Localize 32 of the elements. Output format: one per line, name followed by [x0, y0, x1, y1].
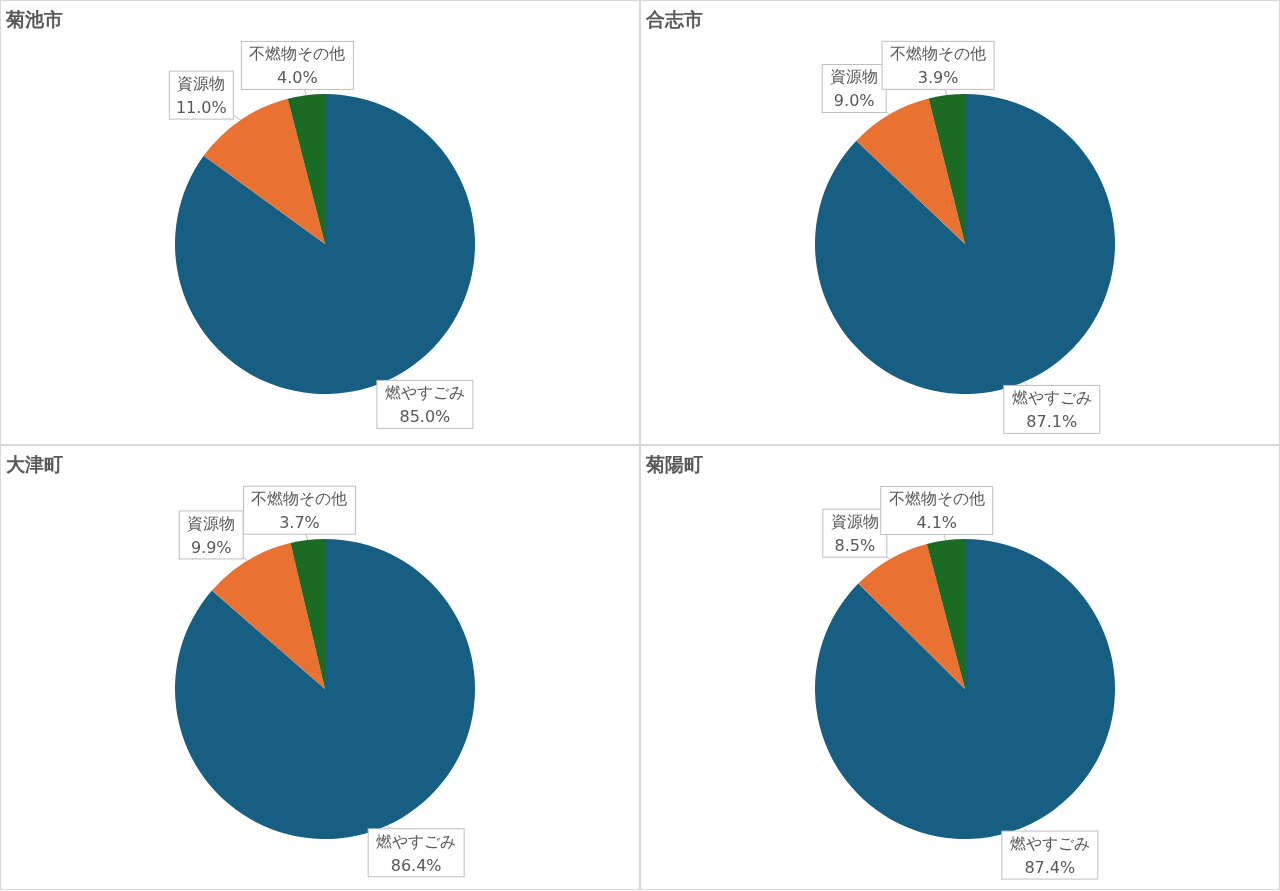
- data-label: 3.9%: [917, 68, 959, 88]
- slice-label: 燃やすごみ: [1009, 834, 1090, 854]
- slice-label: 資源物: [177, 74, 226, 94]
- slice-label: 燃やすごみ: [384, 383, 465, 403]
- data-label: 9.0%: [833, 91, 875, 111]
- chart-title: 菊池市: [6, 7, 63, 32]
- slice-label: 資源物: [830, 67, 879, 87]
- chart-title: 合志市: [646, 7, 703, 32]
- pie-slice: [287, 94, 325, 244]
- data-label: 85.0%: [399, 407, 451, 427]
- data-label: 87.4%: [1024, 858, 1076, 878]
- data-label: 4.1%: [916, 513, 958, 533]
- slice-label: 不燃物その他: [249, 44, 346, 64]
- slice-label: 不燃物その他: [251, 489, 348, 509]
- slice-label: 不燃物その他: [888, 489, 985, 509]
- data-label: 8.5%: [834, 536, 876, 556]
- pie-slice: [290, 539, 325, 689]
- slice-label: 燃やすごみ: [376, 831, 457, 851]
- chart-title: 菊陽町: [646, 452, 703, 477]
- slice-label: 燃やすごみ: [1011, 388, 1092, 408]
- data-label: 3.7%: [279, 513, 320, 533]
- data-label: 87.1%: [1026, 412, 1078, 432]
- slice-label: 不燃物その他: [890, 44, 987, 64]
- data-label: 11.0%: [175, 98, 227, 118]
- pie-slice: [926, 539, 965, 689]
- chart-title: 大津町: [6, 452, 63, 477]
- data-label: 4.0%: [277, 68, 318, 88]
- pie-slice: [928, 94, 965, 244]
- slice-label: 資源物: [830, 512, 879, 532]
- slice-label: 資源物: [187, 513, 236, 533]
- data-label: 9.9%: [190, 537, 232, 557]
- data-label: 86.4%: [390, 855, 442, 875]
